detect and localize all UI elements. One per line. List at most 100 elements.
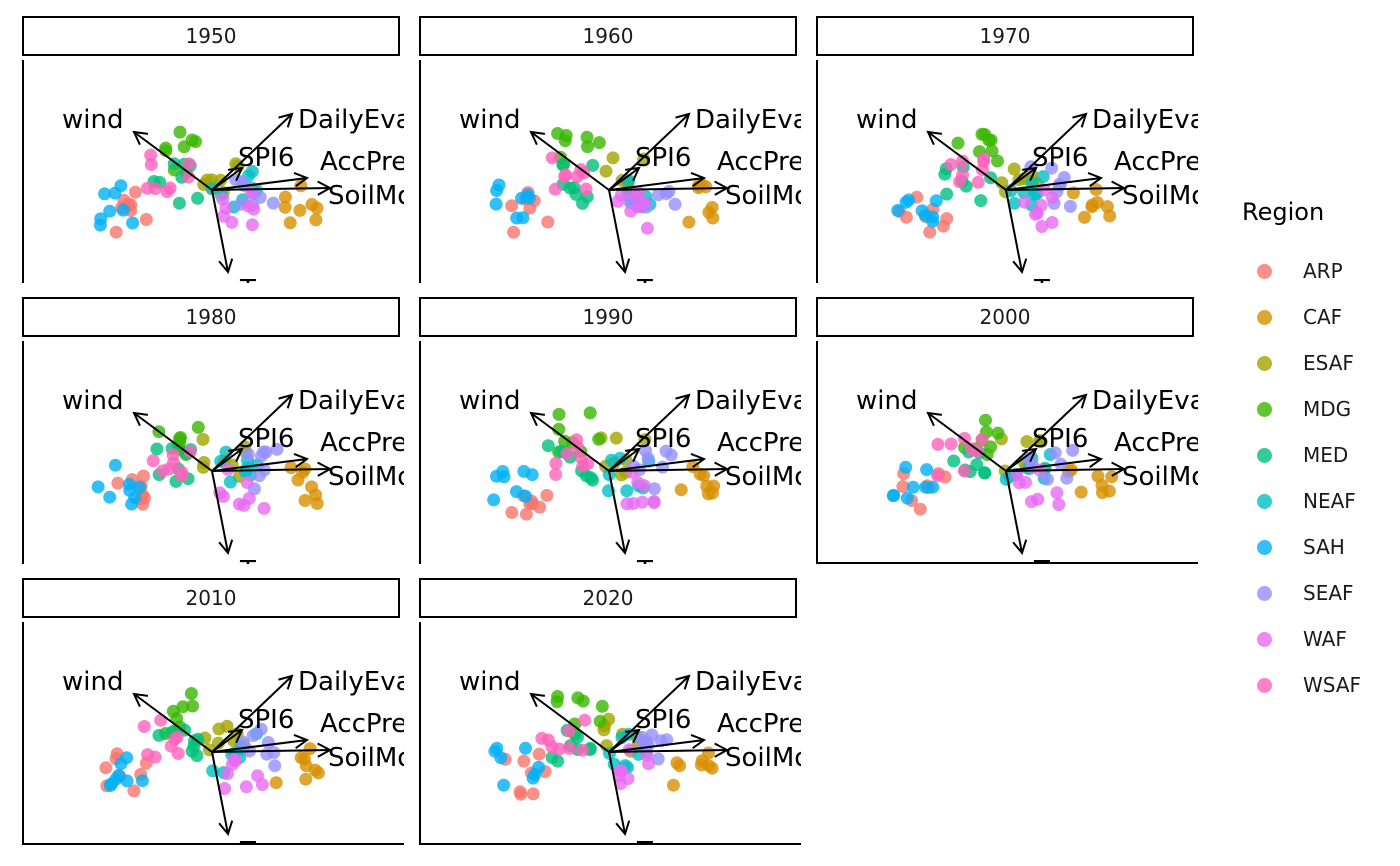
point-caf	[283, 216, 297, 230]
point-sah	[125, 497, 139, 511]
point-wsaf	[956, 154, 969, 168]
point-wsaf	[944, 437, 958, 451]
point-med	[152, 728, 166, 742]
loading-label: AccPrec	[320, 709, 404, 739]
point-mdg	[592, 432, 606, 446]
point-waf	[637, 479, 651, 493]
point-sah	[112, 768, 126, 782]
point-mdg	[592, 136, 606, 150]
loading-arrow-temp	[211, 189, 234, 275]
loading-arrow-wind	[529, 692, 610, 753]
loading-label: wind	[62, 667, 123, 697]
point-arp	[913, 502, 927, 516]
point-waf	[239, 780, 253, 794]
loading-label: SPI6	[635, 424, 691, 454]
loading-label: SoilMo	[1122, 462, 1198, 492]
point-caf	[308, 763, 322, 777]
point-sah	[108, 186, 122, 200]
point-arp	[505, 506, 519, 519]
point-waf	[245, 218, 259, 232]
legend-item-esaf: ESAF	[1242, 340, 1392, 386]
loading-arrow-dailyevap	[1005, 112, 1088, 191]
point-wsaf	[956, 168, 970, 182]
point-mdg	[984, 440, 998, 454]
point-sah	[133, 480, 147, 494]
point-arp	[517, 754, 531, 768]
point-wsaf	[148, 182, 162, 196]
point-mdg	[191, 420, 205, 434]
loading-label: wind	[459, 667, 520, 697]
point-waf	[1052, 498, 1066, 511]
loading-arrow-spi6	[211, 447, 244, 472]
point-arp	[526, 787, 540, 801]
point-arp	[507, 225, 521, 239]
point-neaf	[245, 165, 259, 178]
point-waf	[225, 757, 239, 771]
point-waf	[614, 777, 627, 791]
point-neaf	[620, 484, 634, 498]
point-sah	[98, 187, 112, 201]
legend-label: CAF	[1303, 305, 1343, 329]
legend-item-arp: ARP	[1242, 248, 1392, 294]
point-arp	[540, 488, 554, 502]
facet-strip-label: 1960	[419, 16, 797, 56]
point-med	[190, 749, 204, 763]
legend-key-sah	[1257, 539, 1272, 555]
point-esaf	[211, 736, 225, 750]
loading-label: AccPrec	[320, 428, 404, 458]
point-wsaf	[576, 743, 590, 757]
loading-arrow-temp	[211, 751, 234, 837]
legend-key-med	[1257, 447, 1272, 463]
point-waf	[1018, 195, 1032, 209]
loading-label: AccPrec	[717, 709, 801, 739]
point-seaf	[1048, 446, 1062, 460]
point-esaf	[197, 456, 211, 469]
point-arp	[505, 199, 519, 213]
point-caf	[1074, 485, 1088, 499]
legend-item-mdg: MDG	[1242, 386, 1392, 432]
point-waf	[1046, 191, 1059, 205]
point-mdg	[558, 434, 572, 448]
legend-key-caf	[1257, 309, 1272, 325]
point-seaf	[267, 746, 281, 759]
loading-arrow-temp	[608, 751, 631, 837]
point-wsaf	[182, 157, 196, 171]
facet-strip-label: 2010	[22, 578, 400, 618]
point-mdg	[595, 699, 609, 713]
point-caf	[670, 756, 684, 770]
point-mdg	[185, 133, 199, 147]
point-caf	[674, 483, 688, 497]
point-waf	[647, 494, 661, 508]
point-mdg	[184, 687, 198, 700]
point-esaf	[1034, 435, 1048, 449]
point-caf	[309, 213, 323, 227]
point-wsaf	[931, 437, 945, 451]
point-waf	[240, 476, 254, 489]
point-sah	[902, 193, 916, 207]
loading-arrow-spi6	[608, 447, 641, 472]
point-wsaf	[552, 742, 566, 756]
point-med	[150, 442, 164, 456]
point-seaf	[268, 759, 282, 773]
point-arp	[111, 476, 125, 490]
legend-item-seaf: SEAF	[1242, 570, 1392, 616]
point-seaf	[270, 442, 284, 456]
legend-label: NEAF	[1303, 489, 1356, 513]
point-esaf	[606, 151, 620, 165]
point-waf	[1029, 207, 1042, 221]
point-wsaf	[137, 720, 151, 733]
point-arp	[127, 784, 141, 798]
loading-arrow-soilmoist	[211, 742, 333, 758]
loading-label: DailyEva	[298, 667, 404, 697]
point-waf	[624, 204, 638, 218]
point-seaf	[651, 752, 665, 766]
loading-label: Temp	[239, 275, 309, 283]
point-wsaf	[545, 151, 559, 165]
loading-arrow-accprec	[211, 733, 310, 753]
point-seaf	[257, 445, 271, 459]
